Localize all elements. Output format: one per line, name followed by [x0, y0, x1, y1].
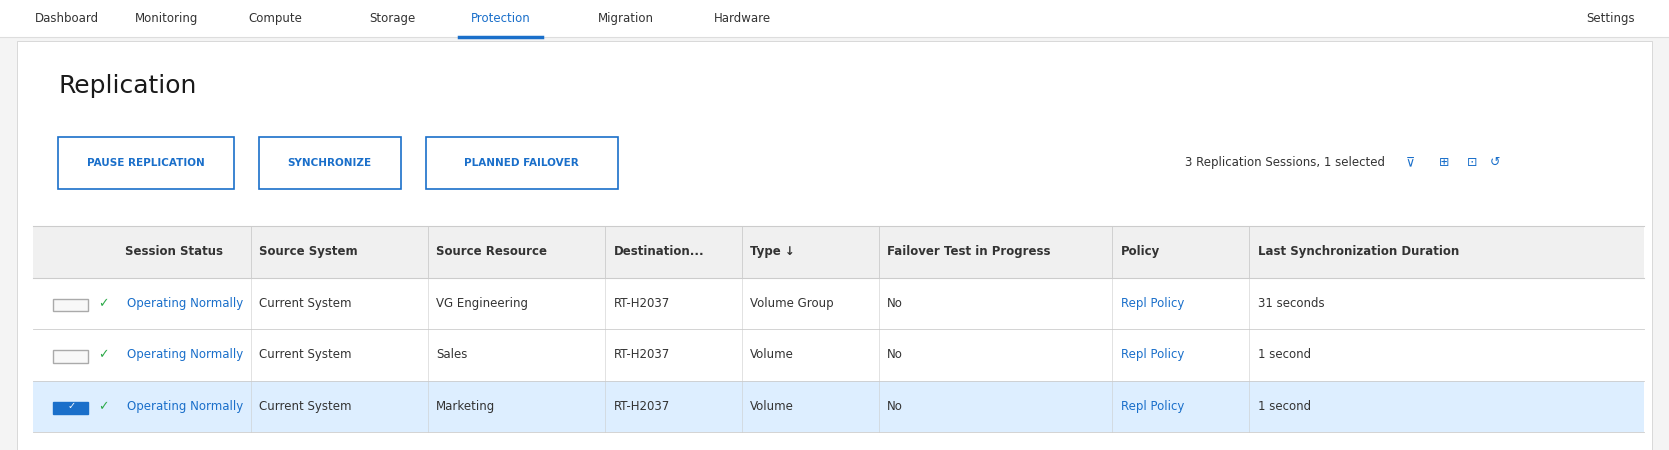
Text: 1 second: 1 second	[1258, 348, 1310, 361]
Text: Repl Policy: Repl Policy	[1122, 348, 1185, 361]
FancyBboxPatch shape	[0, 0, 1669, 37]
Text: No: No	[888, 297, 903, 310]
Text: Compute: Compute	[249, 12, 302, 25]
Text: Session Status: Session Status	[125, 245, 224, 258]
FancyBboxPatch shape	[33, 381, 1644, 432]
Text: Migration: Migration	[598, 12, 654, 25]
Text: ✓: ✓	[98, 400, 108, 413]
FancyBboxPatch shape	[33, 278, 1644, 329]
Text: Replication: Replication	[58, 74, 197, 99]
Text: Failover Test in Progress: Failover Test in Progress	[888, 245, 1051, 258]
Text: Type ↓: Type ↓	[751, 245, 794, 258]
Text: 31 seconds: 31 seconds	[1258, 297, 1324, 310]
FancyBboxPatch shape	[33, 226, 1644, 278]
Text: Current System: Current System	[259, 348, 352, 361]
Text: Hardware: Hardware	[714, 12, 771, 25]
FancyBboxPatch shape	[58, 137, 234, 189]
Text: Repl Policy: Repl Policy	[1122, 297, 1185, 310]
FancyBboxPatch shape	[53, 402, 88, 414]
Text: ⊽: ⊽	[1405, 157, 1415, 169]
FancyBboxPatch shape	[17, 41, 1652, 450]
Text: ✓: ✓	[98, 348, 108, 361]
Text: Sales: Sales	[436, 348, 467, 361]
Text: Current System: Current System	[259, 400, 352, 413]
Text: Repl Policy: Repl Policy	[1122, 400, 1185, 413]
Text: Policy: Policy	[1122, 245, 1160, 258]
FancyBboxPatch shape	[53, 299, 88, 311]
Text: Volume: Volume	[751, 400, 794, 413]
Text: Marketing: Marketing	[436, 400, 496, 413]
Text: ⊞: ⊞	[1439, 157, 1449, 169]
Text: Last Synchronization Duration: Last Synchronization Duration	[1258, 245, 1459, 258]
Text: Operating Normally: Operating Normally	[127, 297, 244, 310]
Text: Dashboard: Dashboard	[35, 12, 98, 25]
FancyBboxPatch shape	[53, 350, 88, 363]
Text: ✓: ✓	[98, 297, 108, 310]
Text: RT-H2037: RT-H2037	[614, 400, 669, 413]
Text: Volume Group: Volume Group	[751, 297, 834, 310]
Text: Source System: Source System	[259, 245, 357, 258]
Text: ⊡: ⊡	[1467, 157, 1477, 169]
Text: PLANNED FAILOVER: PLANNED FAILOVER	[464, 158, 579, 168]
Text: RT-H2037: RT-H2037	[614, 348, 669, 361]
Text: PAUSE REPLICATION: PAUSE REPLICATION	[87, 158, 205, 168]
Text: 1 second: 1 second	[1258, 400, 1310, 413]
Text: Operating Normally: Operating Normally	[127, 348, 244, 361]
Text: Current System: Current System	[259, 297, 352, 310]
Text: 3 Replication Sessions, 1 selected: 3 Replication Sessions, 1 selected	[1185, 157, 1385, 169]
Text: ✓: ✓	[67, 401, 75, 411]
Text: ↺: ↺	[1490, 157, 1500, 169]
Text: Protection: Protection	[471, 12, 531, 25]
FancyBboxPatch shape	[426, 137, 618, 189]
Text: RT-H2037: RT-H2037	[614, 297, 669, 310]
Text: SYNCHRONIZE: SYNCHRONIZE	[287, 158, 372, 168]
FancyBboxPatch shape	[33, 329, 1644, 381]
Text: No: No	[888, 400, 903, 413]
Text: Destination...: Destination...	[614, 245, 704, 258]
Text: Settings: Settings	[1586, 12, 1636, 25]
Text: Source Resource: Source Resource	[436, 245, 547, 258]
Text: Monitoring: Monitoring	[135, 12, 199, 25]
Text: VG Engineering: VG Engineering	[436, 297, 529, 310]
Text: Operating Normally: Operating Normally	[127, 400, 244, 413]
Text: Storage: Storage	[369, 12, 416, 25]
FancyBboxPatch shape	[259, 137, 401, 189]
Text: Volume: Volume	[751, 348, 794, 361]
Text: No: No	[888, 348, 903, 361]
